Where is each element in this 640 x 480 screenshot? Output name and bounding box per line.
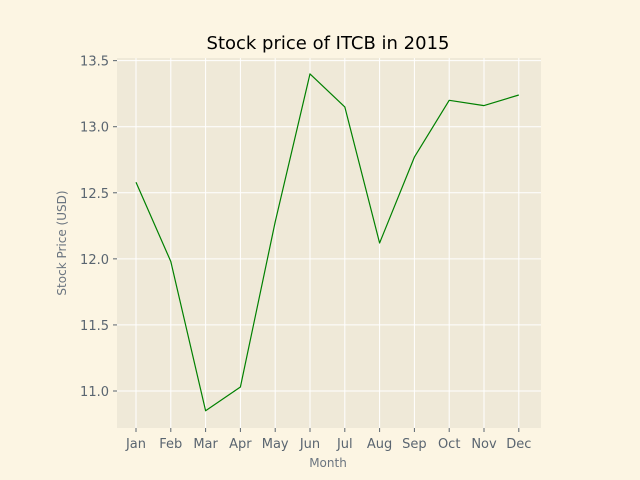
x-tick-label: Sep [402, 437, 427, 452]
y-axis-label: Stock Price (USD) [55, 190, 69, 295]
x-tick-label: Dec [506, 437, 531, 452]
grid-lines [117, 58, 541, 428]
x-tick-label: Jul [336, 437, 353, 452]
x-tick-label: Mar [193, 437, 218, 452]
x-axis-ticks: Jan Feb Mar Apr May Jun Jul Aug Sep Oct Nov Dec [125, 428, 531, 452]
series-line-itcb [135, 73, 519, 412]
x-tick-label: May [262, 437, 289, 452]
x-tick-label: Aug [367, 437, 392, 452]
x-tick-label: Jan [125, 437, 146, 452]
x-tick-label: Oct [438, 437, 460, 452]
chart-title: Stock price of ITCB in 2015 [207, 33, 450, 54]
x-tick-label: Jun [299, 437, 320, 452]
y-tick-label: 11.0 [80, 385, 109, 400]
y-tick-label: 12.5 [80, 187, 109, 202]
y-tick-label: 13.0 [80, 121, 109, 136]
y-tick-label: 12.0 [80, 253, 109, 268]
plot-area [117, 58, 541, 428]
y-tick-label: 11.5 [80, 319, 109, 334]
x-tick-label: Apr [229, 437, 252, 452]
y-tick-label: 13.5 [80, 55, 109, 70]
x-tick-label: Feb [159, 437, 182, 452]
series-group [135, 73, 519, 412]
y-axis-ticks: 11.0 11.5 12.0 12.5 13.0 13.5 [80, 55, 117, 400]
x-axis-label: Month [309, 456, 347, 470]
x-tick-label: Nov [471, 437, 497, 452]
